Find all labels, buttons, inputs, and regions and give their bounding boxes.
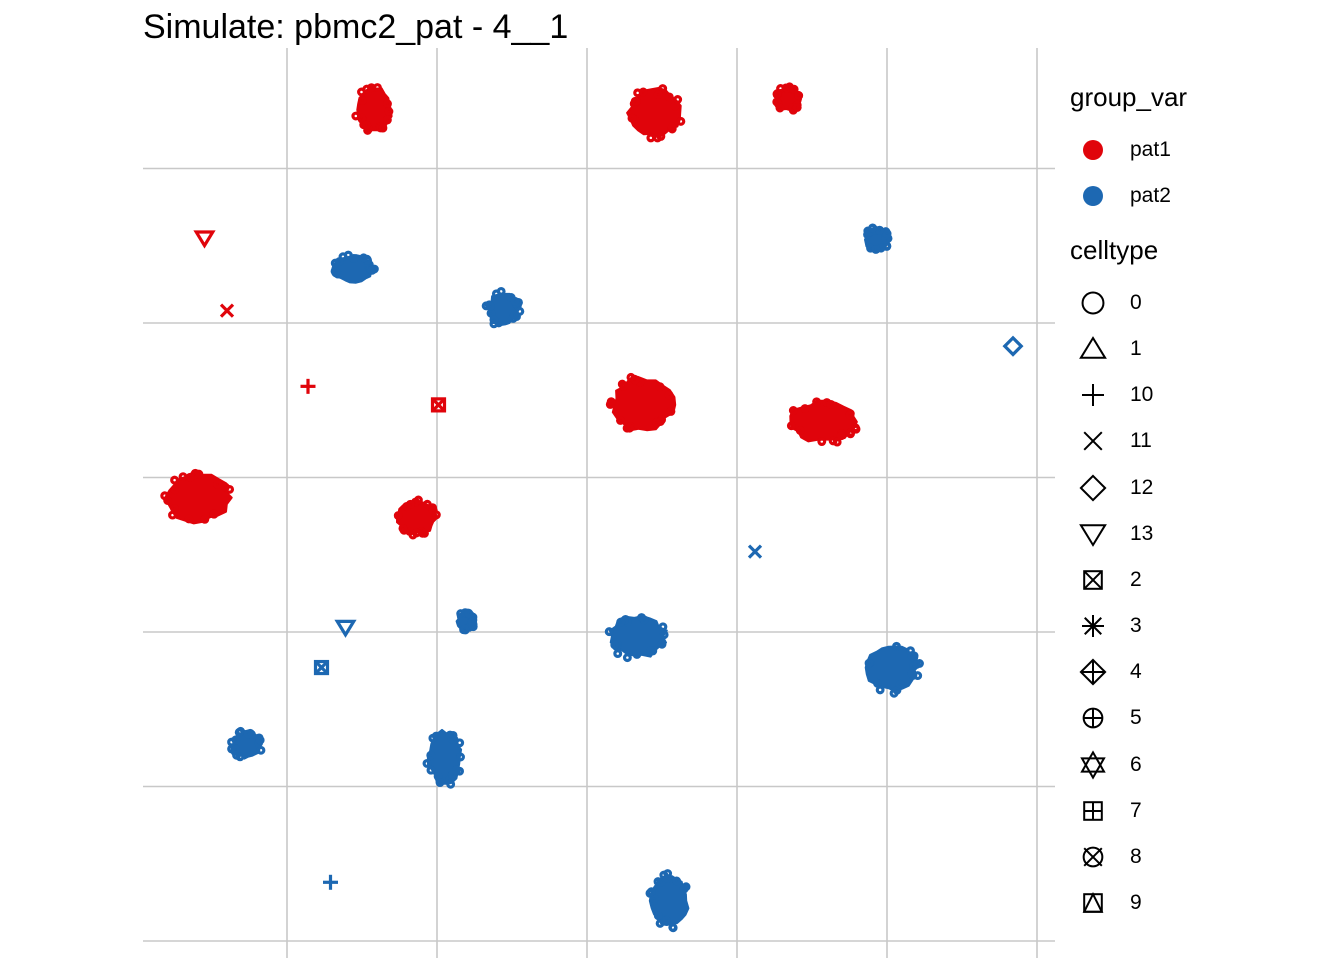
legend-item-celltype-10: 10 xyxy=(1070,372,1153,418)
cluster-pat2-11 xyxy=(604,613,669,663)
legend-pat1-dot-icon xyxy=(1070,127,1116,173)
legend-label-celltype-6: 6 xyxy=(1130,752,1142,776)
legend-item-celltype-4: 4 xyxy=(1070,649,1142,695)
legend-celltype-7-shape-icon xyxy=(1070,788,1116,834)
cluster-pat2-10 xyxy=(455,608,478,635)
chart-title: Simulate: pbmc2_pat - 4__1 xyxy=(143,8,569,46)
legend-celltype-title: celltype xyxy=(1070,235,1159,265)
legend-item-celltype-1: 1 xyxy=(1070,326,1142,372)
legend-item-celltype-6: 6 xyxy=(1070,742,1142,788)
legend-celltype-12-shape-icon xyxy=(1070,465,1116,511)
legend-label-pat1: pat1 xyxy=(1130,138,1171,161)
legend-celltype-10-shape-icon xyxy=(1070,372,1116,418)
legend-item-celltype-8: 8 xyxy=(1070,834,1142,880)
legend-item-celltype-9: 9 xyxy=(1070,880,1142,926)
legend-label-celltype-9: 9 xyxy=(1130,890,1142,914)
legend-item-celltype-13: 13 xyxy=(1070,511,1153,557)
cluster-pat2-13 xyxy=(227,726,266,762)
cluster-pat2-14 xyxy=(422,728,465,789)
legend-label-celltype-1: 1 xyxy=(1130,337,1142,361)
legend-item-pat1: pat1 xyxy=(1070,127,1171,173)
point-pat1-ct2-3 xyxy=(430,397,447,413)
cluster-pat1-7 xyxy=(786,397,861,447)
cluster-pat2-15 xyxy=(645,869,691,933)
legend-celltype-4-shape-icon xyxy=(1070,649,1116,695)
legend-group-title: group_var xyxy=(1070,82,1188,112)
point-pat1-ct11-1 xyxy=(219,303,235,318)
data-points xyxy=(160,82,1024,933)
point-pat2-ct12-4 xyxy=(1002,335,1024,357)
legend-item-celltype-7: 7 xyxy=(1070,788,1142,834)
legend-celltype-2-shape-icon xyxy=(1070,557,1116,603)
legend-label-celltype-0: 0 xyxy=(1130,291,1142,314)
legend-item-celltype-5: 5 xyxy=(1070,695,1142,741)
legend-celltype-8-shape-icon xyxy=(1070,834,1116,880)
legend-group-var: group_var pat1 pat2 xyxy=(1070,82,1188,207)
point-pat1-ct10-2 xyxy=(300,378,316,394)
legend-label-celltype-10: 10 xyxy=(1130,383,1154,407)
cluster-pat2-5 xyxy=(863,223,893,254)
legend-item-celltype-2: 2 xyxy=(1070,557,1142,603)
cluster-pat1-8 xyxy=(160,468,235,525)
legend-celltype-13-shape-icon xyxy=(1070,511,1116,557)
legend-item-celltype-3: 3 xyxy=(1070,603,1142,649)
point-pat2-ct11-5 xyxy=(747,544,763,559)
legend-label-celltype-4: 4 xyxy=(1130,660,1142,684)
legend-celltype-1-shape-icon xyxy=(1070,326,1116,372)
legend-celltype-6-shape-icon xyxy=(1070,742,1116,788)
cluster-pat1-9 xyxy=(393,495,441,540)
legend-celltype-11-shape-icon xyxy=(1070,418,1116,464)
legend-label-celltype-11: 11 xyxy=(1130,429,1152,453)
legend-label-pat2: pat2 xyxy=(1130,184,1171,207)
legend-celltype-5-shape-icon xyxy=(1070,695,1116,741)
legend-celltype-3-shape-icon xyxy=(1070,603,1116,649)
point-pat2-ct10-8 xyxy=(323,874,338,890)
cluster-pat2-4 xyxy=(481,286,525,329)
point-pat2-ct2-7 xyxy=(313,659,330,676)
legend-item-celltype-0: 0 xyxy=(1070,280,1142,326)
legend-item-pat2: pat2 xyxy=(1070,173,1171,219)
grid-lines xyxy=(143,48,1055,958)
legend-celltype-0-shape-icon xyxy=(1070,280,1116,326)
cluster-pat1-2 xyxy=(772,82,804,115)
point-pat2-ct13-6 xyxy=(334,619,357,638)
legend-pat2-dot-icon xyxy=(1070,173,1116,219)
legend-label-celltype-8: 8 xyxy=(1130,844,1142,868)
legend-label-celltype-12: 12 xyxy=(1130,475,1154,499)
cluster-pat1-0 xyxy=(351,83,394,135)
cluster-pat2-3 xyxy=(330,250,379,284)
legend-label-celltype-2: 2 xyxy=(1130,567,1142,591)
legend-label-celltype-7: 7 xyxy=(1130,798,1142,822)
legend-label-celltype-3: 3 xyxy=(1130,614,1142,638)
legend-label-celltype-13: 13 xyxy=(1130,521,1154,545)
legend-celltype: celltype 0 1 10 11 12 13 2 3 4 5 6 7 8 9 xyxy=(1070,235,1159,914)
legend-celltype-9-shape-icon xyxy=(1070,880,1116,926)
legend-item-celltype-11: 11 xyxy=(1070,418,1152,464)
legend-item-celltype-12: 12 xyxy=(1070,465,1153,511)
cluster-pat2-12 xyxy=(864,641,924,698)
legend-label-celltype-5: 5 xyxy=(1130,706,1142,730)
cluster-pat1-6 xyxy=(605,372,677,433)
point-pat1-ct13-0 xyxy=(193,230,216,249)
cluster-pat1-1 xyxy=(626,84,686,143)
